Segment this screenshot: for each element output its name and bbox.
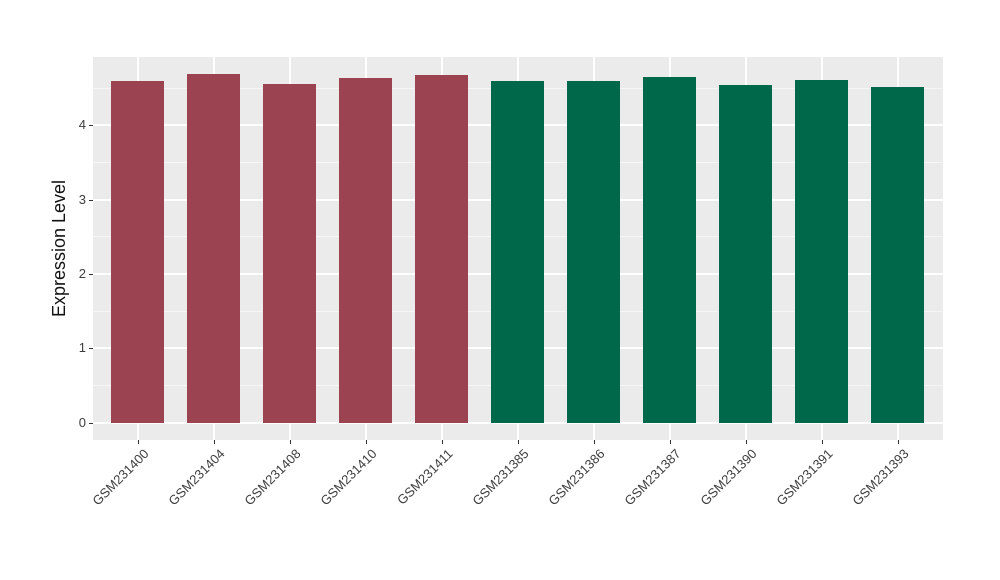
- bar-GSM231408: [263, 84, 316, 423]
- bar-GSM231400: [111, 80, 164, 423]
- y-tick-label-2: 2: [78, 266, 86, 281]
- x-tick-mark: [593, 440, 595, 444]
- x-tick-mark: [517, 440, 519, 444]
- y-tick-mark: [89, 422, 93, 424]
- x-tick-mark: [441, 440, 443, 444]
- bar-GSM231387: [643, 76, 696, 423]
- x-tick-label-GSM231410: GSM231410: [316, 446, 380, 509]
- x-tick-mark: [365, 440, 367, 444]
- x-tick-mark: [137, 440, 139, 444]
- x-tick-label-GSM231387: GSM231387: [620, 446, 684, 509]
- x-tick-label-GSM231390: GSM231390: [696, 446, 760, 509]
- y-tick-mark: [89, 125, 93, 127]
- x-tick-mark: [289, 440, 291, 444]
- plot-panel: [93, 57, 943, 440]
- x-tick-mark: [669, 440, 671, 444]
- y-tick-label-3: 3: [78, 191, 86, 207]
- x-tick-mark: [897, 440, 899, 444]
- bar-GSM231404: [187, 73, 240, 423]
- x-tick-label-GSM231400: GSM231400: [88, 446, 152, 509]
- x-tick-label-GSM231385: GSM231385: [468, 446, 532, 509]
- bar-GSM231393: [871, 87, 924, 423]
- y-tick-label-1: 1: [78, 340, 86, 356]
- bar-GSM231411: [415, 74, 468, 423]
- x-tick-mark: [213, 440, 215, 444]
- y-tick-mark: [89, 274, 93, 275]
- x-tick-mark: [745, 440, 747, 444]
- x-tick-label-GSM231391: GSM231391: [772, 446, 836, 509]
- x-tick-label-GSM231393: GSM231393: [848, 446, 912, 509]
- bar-GSM231391: [795, 79, 848, 423]
- bar-GSM231386: [567, 80, 620, 423]
- x-tick-mark: [821, 440, 823, 444]
- y-tick-label-4: 4: [78, 117, 86, 133]
- bar-GSM231385: [491, 81, 544, 423]
- bar-GSM231390: [719, 85, 772, 423]
- bar-GSM231410: [339, 77, 392, 423]
- x-tick-label-GSM231411: GSM231411: [393, 446, 456, 508]
- y-tick-mark: [89, 348, 93, 350]
- x-tick-label-GSM231408: GSM231408: [240, 446, 304, 509]
- y-tick-label-0: 0: [78, 414, 86, 430]
- x-tick-label-GSM231386: GSM231386: [544, 446, 608, 509]
- x-tick-label-GSM231404: GSM231404: [164, 446, 228, 509]
- y-axis-title: Expression Level: [48, 57, 72, 440]
- y-tick-mark: [89, 199, 93, 201]
